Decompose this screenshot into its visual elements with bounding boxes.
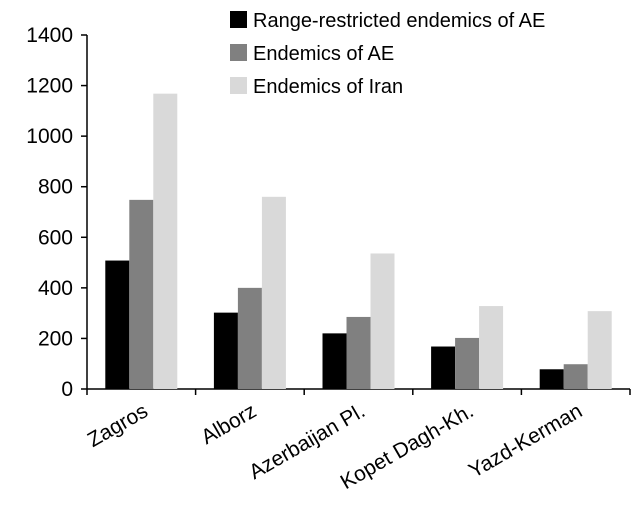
bar xyxy=(587,311,612,389)
bar xyxy=(455,337,480,389)
y-tick-label: 600 xyxy=(38,226,73,249)
legend-label: Endemics of AE xyxy=(253,43,394,65)
legend-swatch xyxy=(230,44,247,61)
legend-label: Endemics of Iran xyxy=(253,76,403,98)
y-tick-label: 1400 xyxy=(26,24,73,47)
legend-swatch xyxy=(230,77,247,94)
bar xyxy=(261,196,286,389)
y-tick-label: 0 xyxy=(61,378,73,401)
x-tick-label: Zagros xyxy=(84,399,152,452)
x-tick-label: Alborz xyxy=(197,399,260,449)
bars xyxy=(105,93,612,390)
bar xyxy=(153,93,178,390)
bar xyxy=(129,199,154,389)
bar xyxy=(370,253,395,389)
y-tick-label: 1200 xyxy=(26,75,73,98)
bar xyxy=(346,316,371,389)
bar xyxy=(539,369,564,389)
y-tick-label: 400 xyxy=(38,277,73,300)
bar xyxy=(322,333,347,389)
y-axis: 0 200 400 600 800 1000 1200 1400 xyxy=(26,24,88,401)
legend-swatch xyxy=(230,11,247,28)
bar xyxy=(213,312,238,389)
bar xyxy=(431,346,456,389)
y-tick-label: 800 xyxy=(38,176,73,199)
bar xyxy=(479,306,504,389)
bar xyxy=(237,287,262,389)
y-tick-label: 200 xyxy=(38,327,73,350)
legend: Range-restricted endemics of AE Endemics … xyxy=(230,10,545,98)
bar xyxy=(563,364,588,389)
bar xyxy=(105,260,130,389)
y-tick-label: 1000 xyxy=(26,125,73,148)
x-tick-label: Yazd-Kerman xyxy=(465,399,586,482)
legend-label: Range-restricted endemics of AE xyxy=(253,10,545,32)
